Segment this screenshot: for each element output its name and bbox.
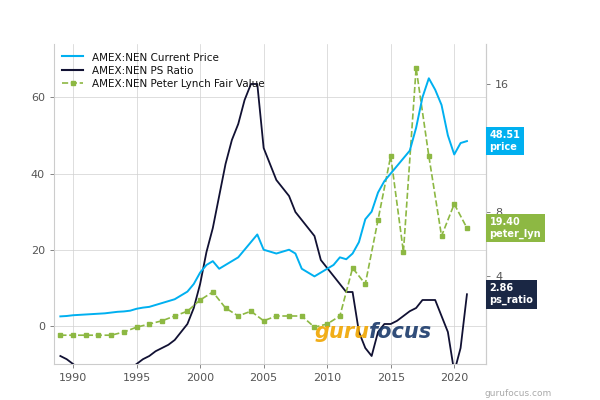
Text: gurufocus.com: gurufocus.com (485, 389, 552, 398)
Text: 2.86
ps_ratio: 2.86 ps_ratio (490, 283, 533, 305)
Text: focus: focus (370, 322, 433, 342)
Legend: AMEX:NEN Current Price, AMEX:NEN PS Ratio, AMEX:NEN Peter Lynch Fair Value: AMEX:NEN Current Price, AMEX:NEN PS Rati… (59, 49, 267, 92)
Text: 48.51
price: 48.51 price (490, 130, 520, 152)
Text: 19.40
peter_lyn: 19.40 peter_lyn (490, 217, 541, 239)
Text: guru: guru (314, 322, 370, 342)
